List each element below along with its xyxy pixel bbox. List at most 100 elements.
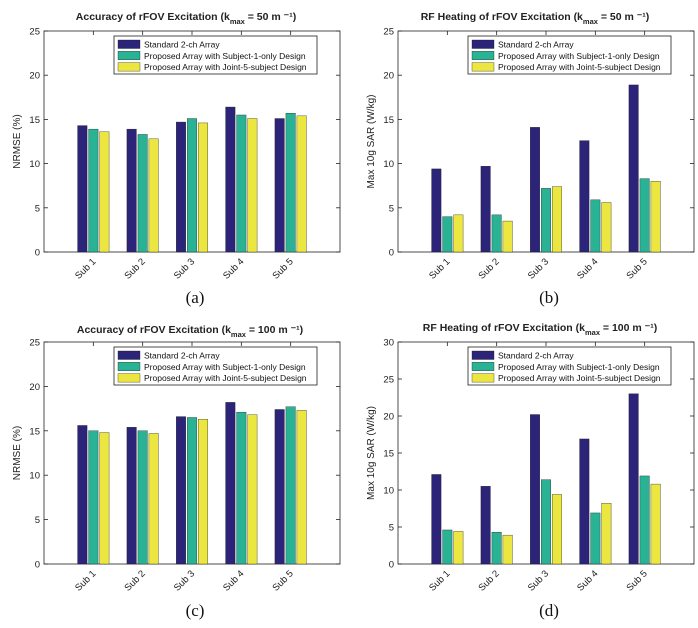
y-axis-label: Max 10g SAR (W/kg) [366,95,377,189]
bar-subject1-sub1 [442,529,453,565]
y-tick-label: 20 [383,71,394,82]
chart-title-tail: = 100 m ⁻¹) [600,322,657,334]
chart-title: RF Heating of rFOV Excitation (kmax = 10… [423,322,657,337]
legend-swatch-joint5 [471,62,495,72]
legend-label-standard: Standard 2-ch Array [498,40,574,50]
legend-label-joint5: Proposed Array with Joint-5-subject Desi… [498,62,661,72]
bar-standard-sub3 [176,121,186,253]
bar-joint5-sub4 [601,503,612,565]
bar-standard-sub1 [77,125,88,253]
y-tick-label: 10 [29,159,40,170]
y-tick-label: 10 [383,486,394,497]
y-tick-label: 15 [29,426,40,437]
legend-label-joint5: Proposed Array with Joint-5-subject Desi… [498,373,661,383]
bar-standard-sub4 [579,438,590,565]
legend-box [113,346,318,386]
legend-swatch-standard [471,39,495,49]
chart-title-tail: = 50 m ⁻¹) [598,11,649,23]
legend-label-standard: Standard 2-ch Array [144,351,220,361]
chart-title-main: RF Heating of rFOV Excitation (k [421,11,583,23]
legend-label-subject1: Proposed Array with Subject-1-only Desig… [498,51,660,61]
bar-joint5-sub5 [650,181,661,253]
chart-panel-2: 0 5 10 15 20 25 Max 10g SAR (W/kg) Sub 1 Sub 2 Su… [366,11,695,307]
chart-panel-3: 0 5 10 15 20 25 NRMSE (%) Sub 1 Sub 2 Sub 3 Sub 4 S… [12,324,341,620]
bar-standard-sub1 [431,474,442,565]
bar-standard-sub2 [480,166,491,253]
y-tick-label: 20 [383,412,394,423]
y-tick-label: 5 [35,203,40,214]
chart-title-subscript: max [231,330,247,339]
bar-joint5-sub3 [198,419,208,565]
bar-standard-sub2 [126,128,137,253]
y-tick-label: 0 [389,560,394,571]
y-tick-label: 15 [29,115,40,126]
legend-swatch-subject1 [471,51,495,60]
legend-swatch-standard [117,350,141,360]
x-tick-label: Sub 4 [575,256,600,281]
bar-joint5-sub1 [453,214,464,253]
legend-box [467,35,672,75]
bar-subject1-sub2 [137,430,148,565]
chart-title-subscript: max [585,328,601,337]
x-tick-label: Sub 1 [427,256,452,281]
chart-title: RF Heating of rFOV Excitation (kmax = 50… [421,11,650,26]
y-tick-label: 20 [29,71,40,82]
legend-box [467,346,672,386]
y-tick-label: 5 [389,203,394,214]
panel-caption: (b) [539,288,559,307]
x-tick-label: Sub 2 [476,256,501,281]
legend-label-subject1: Proposed Array with Subject-1-only Desig… [498,362,660,372]
bar-subject1-sub4 [590,199,601,253]
bar-joint5-sub5 [296,410,307,565]
chart-title: Accuracy of rFOV Excitation (kmax = 50 m… [76,11,296,26]
bar-subject1-sub4 [590,512,601,565]
chart-title: Accuracy of rFOV Excitation (kmax = 100 … [77,324,303,339]
chart-title-subscript: max [583,17,599,26]
y-axis-label: NRMSE (%) [12,114,23,168]
y-tick-label: 30 [383,338,394,349]
x-tick-label: Sub 2 [122,568,147,593]
x-tick-label: Sub 3 [526,256,551,281]
bar-joint5-sub3 [552,186,562,253]
legend-label-subject1: Proposed Array with Subject-1-only Desig… [144,362,306,372]
x-tick-label: Sub 1 [73,568,98,593]
bar-standard-sub5 [274,409,285,565]
x-tick-label: Sub 3 [526,568,551,593]
y-tick-label: 0 [35,248,40,259]
chart-panel-4: 0 5 10 15 20 25 30 Max 10g SAR (W/kg) Sub 1 Sub 2… [366,322,695,620]
x-tick-label: Sub 5 [270,568,295,593]
bar-subject1-sub1 [442,216,453,253]
bar-subject1-sub3 [187,118,197,253]
bar-standard-sub2 [480,486,491,565]
y-axis-label: Max 10g SAR (W/kg) [366,406,377,500]
x-tick-label: Sub 4 [221,568,246,593]
x-tick-label: Sub 4 [575,568,600,593]
x-tick-label: Sub 2 [476,568,501,593]
bar-joint5-sub4 [601,202,612,253]
chart-title-subscript: max [230,17,246,26]
bar-joint5-sub4 [247,118,258,253]
chart-title-main: RF Heating of rFOV Excitation (k [423,322,585,334]
legend-swatch-joint5 [117,373,141,383]
bar-joint5-sub2 [502,220,513,253]
x-tick-label: Sub 3 [172,256,197,281]
y-tick-label: 25 [383,27,394,38]
chart-title-main: Accuracy of rFOV Excitation (k [77,324,231,336]
y-tick-label: 20 [29,382,40,393]
legend-swatch-subject1 [117,362,141,371]
bar-standard-sub4 [225,402,236,565]
y-tick-label: 25 [29,338,40,349]
bar-standard-sub1 [77,425,88,565]
x-tick-label: Sub 5 [624,256,649,281]
bar-standard-sub5 [628,393,639,565]
panel-caption: (a) [186,288,205,307]
x-tick-label: Sub 5 [270,256,295,281]
bar-joint5-sub1 [99,131,110,253]
x-tick-label: Sub 2 [122,256,147,281]
bar-standard-sub5 [274,118,285,253]
legend-swatch-standard [471,350,495,360]
bar-joint5-sub5 [650,483,661,565]
legend-box [113,35,318,75]
y-axis-label: NRMSE (%) [12,426,23,480]
